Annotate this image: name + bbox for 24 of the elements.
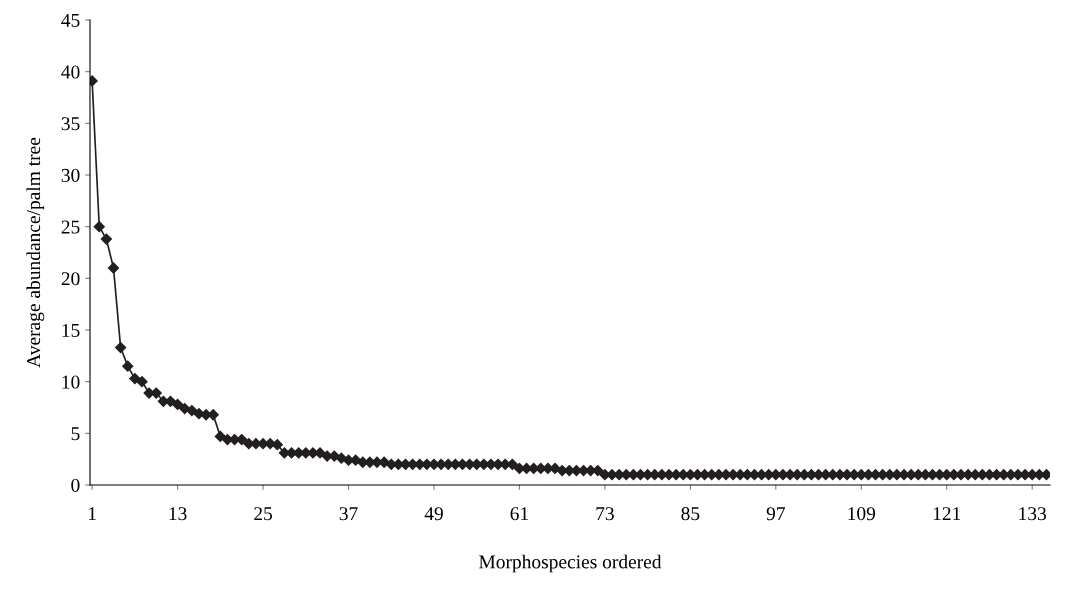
y-tick-label: 20 [61, 272, 80, 286]
y-tick-label: 40 [61, 65, 80, 79]
y-tick-label: 0 [71, 478, 80, 492]
y-tick-label: 35 [61, 117, 80, 131]
x-tick-label: 121 [933, 507, 961, 521]
x-tick-label: 13 [169, 507, 187, 521]
x-tick-label: 73 [596, 507, 614, 521]
y-tick-label: 25 [61, 220, 80, 234]
y-tick-label: 10 [62, 375, 80, 389]
y-tick-label: 30 [61, 168, 80, 182]
y-tick-label: 45 [61, 13, 80, 27]
x-tick-label: 49 [424, 507, 443, 521]
x-tick-label: 1 [88, 507, 96, 521]
x-tick-label: 37 [339, 507, 358, 521]
x-tick-label: 109 [848, 507, 876, 521]
x-tick-label: 25 [254, 507, 273, 521]
x-tick-label: 133 [1019, 507, 1047, 521]
y-tick-label: 15 [62, 323, 80, 337]
y-axis-title: Average abundance/palm tree [26, 137, 45, 368]
x-tick-label: 85 [681, 507, 700, 521]
x-axis-title: Morphospecies ordered [479, 554, 662, 573]
y-tick-label: 5 [71, 427, 80, 441]
x-tick-label: 97 [766, 507, 785, 521]
x-tick-label: 61 [510, 507, 528, 521]
